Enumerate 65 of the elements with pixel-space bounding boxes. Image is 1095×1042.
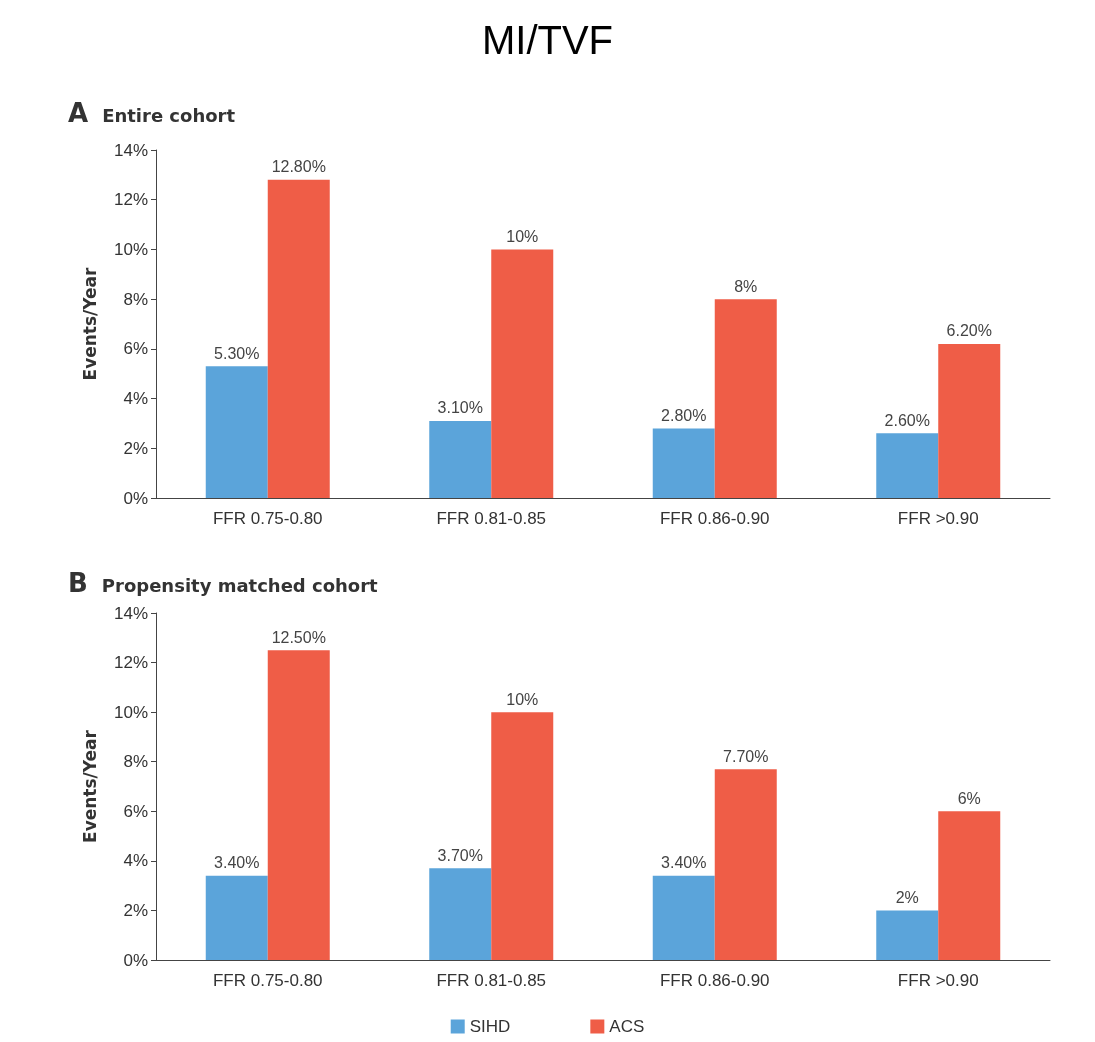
y-tick-label: 14% (113, 140, 148, 160)
x-tick-label: FFR 0.75-0.80 (212, 509, 323, 528)
data-label: 12.80% (271, 158, 326, 176)
data-label: 2.80% (661, 406, 707, 424)
y-tick-label: 0% (123, 488, 148, 508)
x-tick-label: FFR 0.86-0.90 (659, 509, 770, 528)
bar (429, 868, 492, 960)
y-tick-label: 10% (113, 239, 148, 259)
y-tick-label: 8% (123, 752, 148, 772)
bar (491, 712, 554, 960)
y-axis-title: Events/Year (79, 729, 100, 843)
x-tick-label: FFR >0.90 (897, 971, 979, 990)
y-tick-label: 4% (123, 851, 148, 871)
data-label: 10% (506, 227, 539, 245)
x-tick-label: FFR 0.86-0.90 (659, 971, 770, 990)
bar (714, 299, 777, 498)
legend-label: ACS (609, 1017, 645, 1036)
x-tick-label: FFR 0.75-0.80 (212, 971, 323, 990)
data-label: 3.70% (437, 846, 483, 864)
y-tick-label: 6% (123, 339, 148, 359)
x-tick-label: FFR >0.90 (897, 509, 979, 528)
data-label: 7.70% (723, 747, 769, 765)
data-label: 3.40% (214, 854, 260, 872)
bar (938, 343, 1001, 498)
bar (714, 769, 777, 960)
bar (876, 910, 939, 960)
bar (205, 366, 268, 498)
data-label: 12.50% (271, 628, 326, 646)
chart-title: MI/TVF (480, 18, 615, 63)
y-tick-label: 8% (123, 289, 148, 309)
y-tick-label: 6% (123, 801, 148, 821)
bar (876, 433, 939, 498)
bar (205, 875, 268, 960)
bar (652, 428, 715, 498)
data-label: 6% (957, 789, 981, 807)
y-tick-label: 12% (113, 653, 148, 673)
legend-label: SIHD (469, 1017, 511, 1036)
y-tick-label: 4% (123, 389, 148, 409)
x-tick-label: FFR 0.81-0.85 (436, 509, 547, 528)
bar (267, 650, 330, 960)
y-axis-title: Events/Year (79, 266, 100, 381)
bar (938, 811, 1001, 960)
chart-subtitle: Propensity matched cohort (101, 575, 378, 596)
y-tick-label: 2% (123, 900, 148, 920)
bar (491, 249, 554, 498)
data-label: 3.40% (661, 854, 707, 872)
bar (267, 179, 330, 498)
data-label: 5.30% (214, 344, 260, 362)
y-tick-label: 10% (113, 702, 148, 722)
data-label: 3.10% (437, 399, 483, 417)
chart-subtitle: Entire cohort (102, 105, 236, 126)
data-label: 8% (734, 277, 758, 295)
text: B (68, 568, 88, 598)
bar (652, 875, 715, 960)
data-label: 10% (506, 690, 539, 708)
y-tick-label: 0% (123, 950, 148, 970)
y-tick-label: 2% (123, 438, 148, 458)
bar (429, 420, 492, 498)
text: A (68, 98, 89, 128)
x-tick-label: FFR 0.81-0.85 (436, 971, 547, 990)
data-label: 2.60% (884, 411, 930, 429)
y-tick-label: 14% (113, 603, 148, 623)
y-tick-label: 12% (113, 190, 148, 210)
data-label: 6.20% (946, 322, 992, 340)
data-label: 2% (895, 888, 919, 906)
